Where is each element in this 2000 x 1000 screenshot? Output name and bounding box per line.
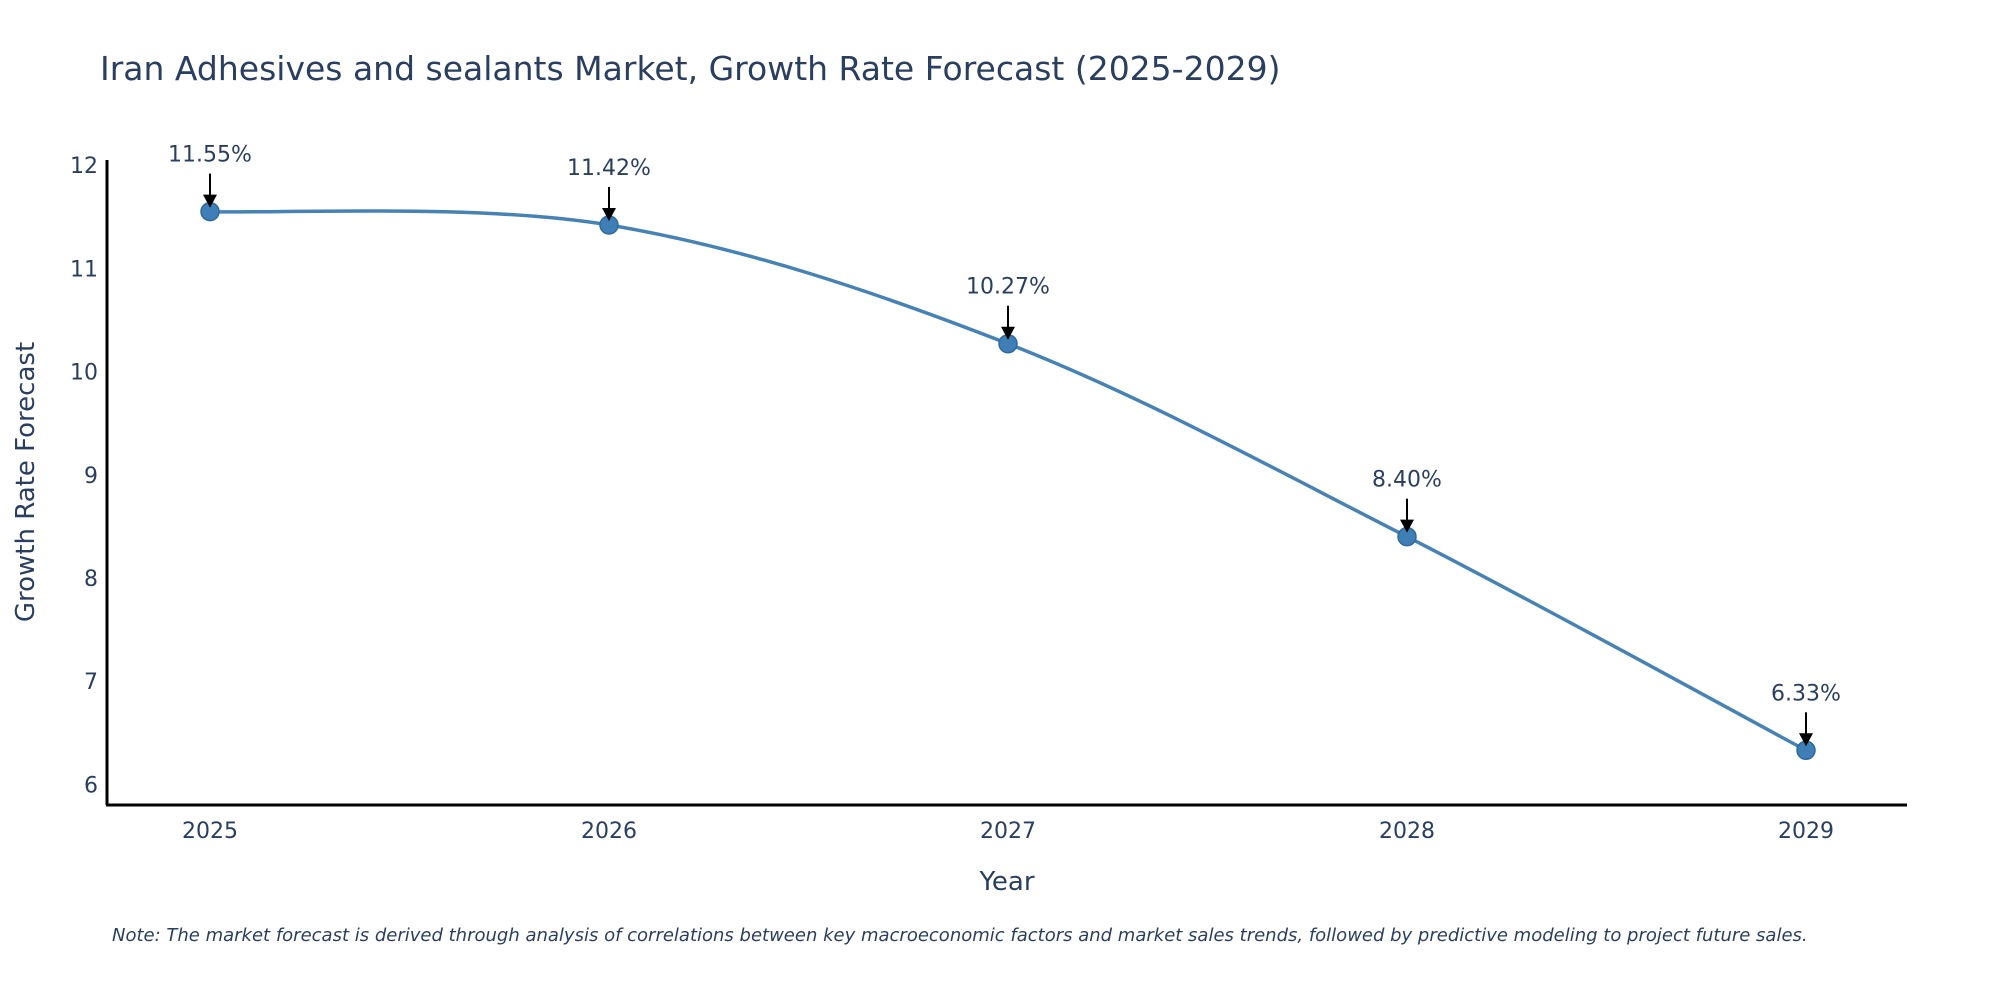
data-label: 10.27% bbox=[966, 275, 1050, 300]
data-annotations: 11.55% 11.42% 10.27% 8.40% 6.33% bbox=[168, 143, 1841, 747]
annotation-arrow-head bbox=[1799, 733, 1813, 747]
chart-note: Note: The market forecast is derived thr… bbox=[112, 925, 1808, 946]
y-tick-label: 7 bbox=[84, 670, 98, 695]
x-tick-label: 2025 bbox=[182, 819, 238, 844]
y-tick-label: 6 bbox=[84, 773, 98, 798]
data-label: 11.42% bbox=[567, 156, 651, 181]
annotation-arrow-head bbox=[203, 194, 217, 208]
annotation-arrow-head bbox=[602, 208, 616, 222]
y-tick-label: 12 bbox=[70, 154, 98, 179]
x-axis-ticks: 2025 2026 2027 2028 2029 bbox=[182, 819, 1834, 844]
data-label: 6.33% bbox=[1771, 681, 1841, 706]
y-axis-title: Growth Rate Forecast bbox=[11, 342, 41, 622]
x-tick-label: 2026 bbox=[581, 819, 637, 844]
y-tick-label: 10 bbox=[70, 361, 98, 386]
x-tick-label: 2027 bbox=[980, 819, 1036, 844]
annotation-arrow-head bbox=[1001, 326, 1015, 340]
chart-title: Iran Adhesives and sealants Market, Grow… bbox=[100, 49, 1280, 88]
y-tick-label: 8 bbox=[84, 567, 98, 592]
y-tick-label: 9 bbox=[84, 464, 98, 489]
x-axis-title: Year bbox=[978, 867, 1034, 897]
y-tick-label: 11 bbox=[70, 257, 98, 282]
annotation-arrow-head bbox=[1400, 519, 1414, 533]
data-label: 8.40% bbox=[1372, 468, 1442, 493]
data-label: 11.55% bbox=[168, 143, 252, 168]
x-tick-label: 2029 bbox=[1778, 819, 1834, 844]
x-tick-label: 2028 bbox=[1379, 819, 1435, 844]
y-axis-ticks: 6 7 8 9 10 11 12 bbox=[70, 154, 98, 798]
